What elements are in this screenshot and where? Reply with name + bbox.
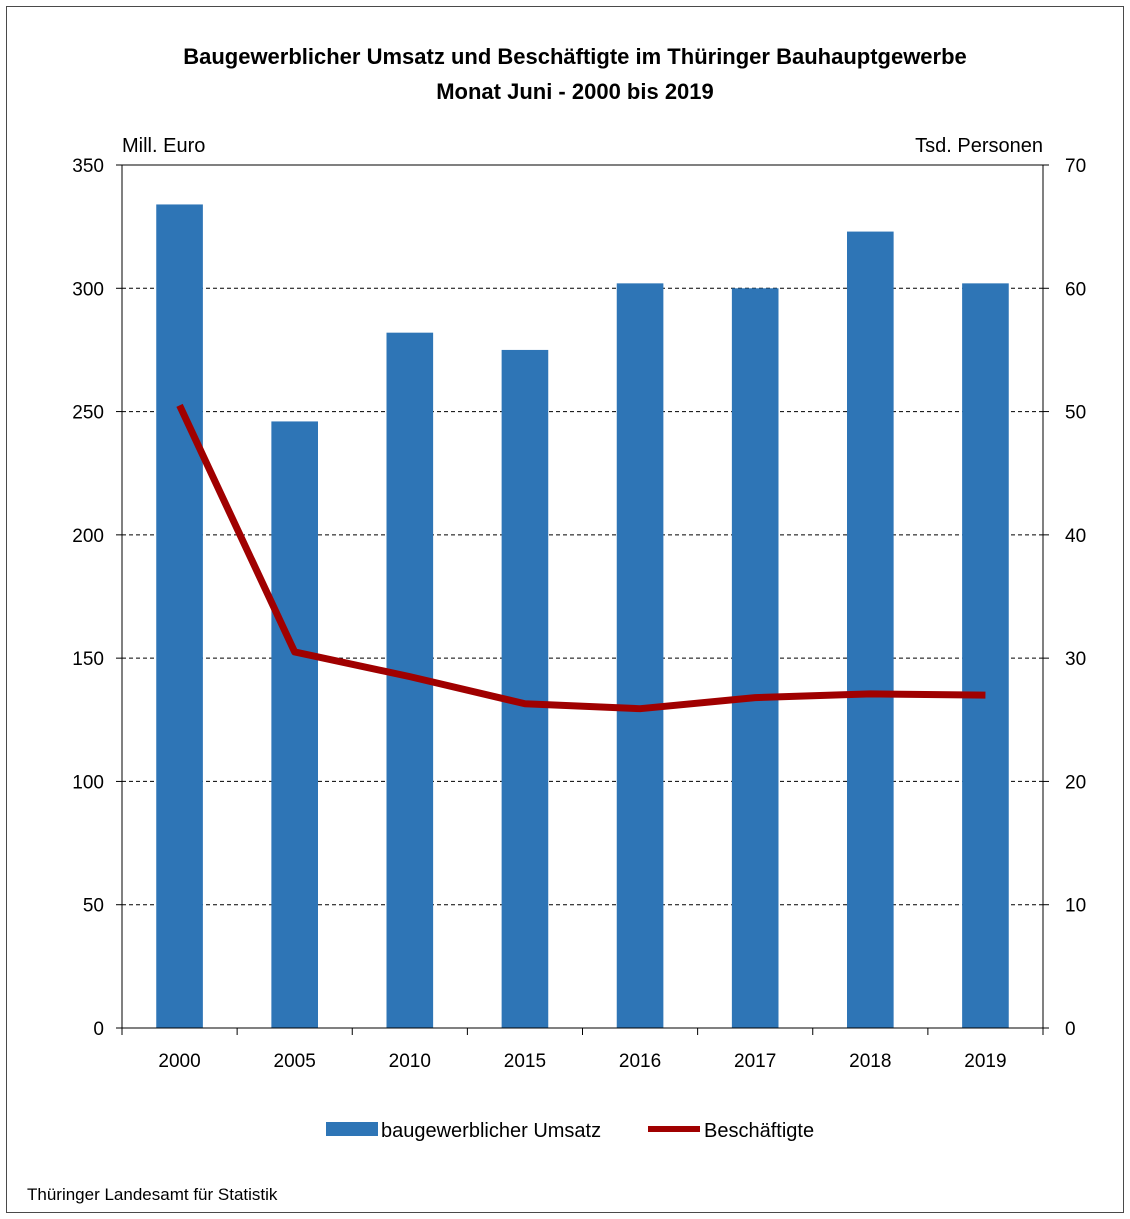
- bar-2016: [616, 283, 664, 1029]
- right-tick-label-10: 10: [1065, 896, 1086, 917]
- left-tick-label-200: 200: [72, 526, 104, 547]
- bar-series: [156, 204, 1009, 1029]
- left-axis-unit: Mill. Euro: [122, 135, 205, 157]
- tick-labels: 0 50 100 150 200 250 300 350 0 10 20 30 40 50 60 70 2000…: [72, 156, 1086, 1072]
- right-tick-label-40: 40: [1065, 526, 1086, 547]
- line-beschaeftigte: [176, 403, 986, 713]
- x-tick-label-2016: 2016: [619, 1051, 661, 1072]
- bar-2019: [962, 283, 1009, 1029]
- chart-title: Baugewerblicher Umsatz und Beschäftigte …: [183, 44, 967, 69]
- x-tick-label-2005: 2005: [274, 1051, 316, 1072]
- right-tick-label-60: 60: [1065, 279, 1086, 300]
- right-tick-label-20: 20: [1065, 772, 1086, 793]
- bar-2005: [271, 421, 319, 1028]
- bar-2017: [731, 288, 779, 1028]
- bar-2000: [156, 204, 203, 1029]
- x-tick-label-2000: 2000: [158, 1051, 200, 1072]
- left-tick-label-250: 250: [72, 403, 104, 424]
- x-tick-label-2019: 2019: [964, 1051, 1006, 1072]
- x-tick-label-2018: 2018: [849, 1051, 891, 1072]
- x-tick-label-2010: 2010: [389, 1051, 431, 1072]
- x-tick-label-2017: 2017: [734, 1051, 776, 1072]
- legend-swatch-bar: [326, 1122, 378, 1136]
- left-tick-label-0: 0: [93, 1019, 104, 1040]
- line-series: [176, 403, 986, 713]
- x-tick-label-2015: 2015: [504, 1051, 546, 1072]
- left-tick-label-150: 150: [72, 649, 104, 670]
- chart-subtitle: Monat Juni - 2000 bis 2019: [436, 79, 714, 104]
- plot-border: [121, 164, 1044, 1029]
- left-tick-label-350: 350: [72, 156, 104, 177]
- legend: baugewerblicher Umsatz Beschäftigte: [326, 1120, 814, 1142]
- chart-frame: [6, 6, 1124, 1213]
- right-tick-label-30: 30: [1065, 649, 1086, 670]
- source-note: Thüringer Landesamt für Statistik: [27, 1185, 278, 1204]
- left-tick-label-100: 100: [72, 772, 104, 793]
- legend-label-line: Beschäftigte: [704, 1120, 814, 1142]
- right-tick-label-0: 0: [1065, 1019, 1076, 1040]
- left-tick-label-50: 50: [83, 896, 104, 917]
- legend-label-bar: baugewerblicher Umsatz: [381, 1120, 601, 1142]
- bar-2018: [846, 231, 894, 1028]
- right-tick-label-70: 70: [1065, 156, 1086, 177]
- bar-2015: [501, 349, 549, 1028]
- gridlines: [122, 287, 1043, 906]
- left-tick-label-300: 300: [72, 279, 104, 300]
- right-axis-unit: Tsd. Personen: [915, 135, 1043, 157]
- axes: [116, 164, 1049, 1035]
- right-tick-label-50: 50: [1065, 403, 1086, 424]
